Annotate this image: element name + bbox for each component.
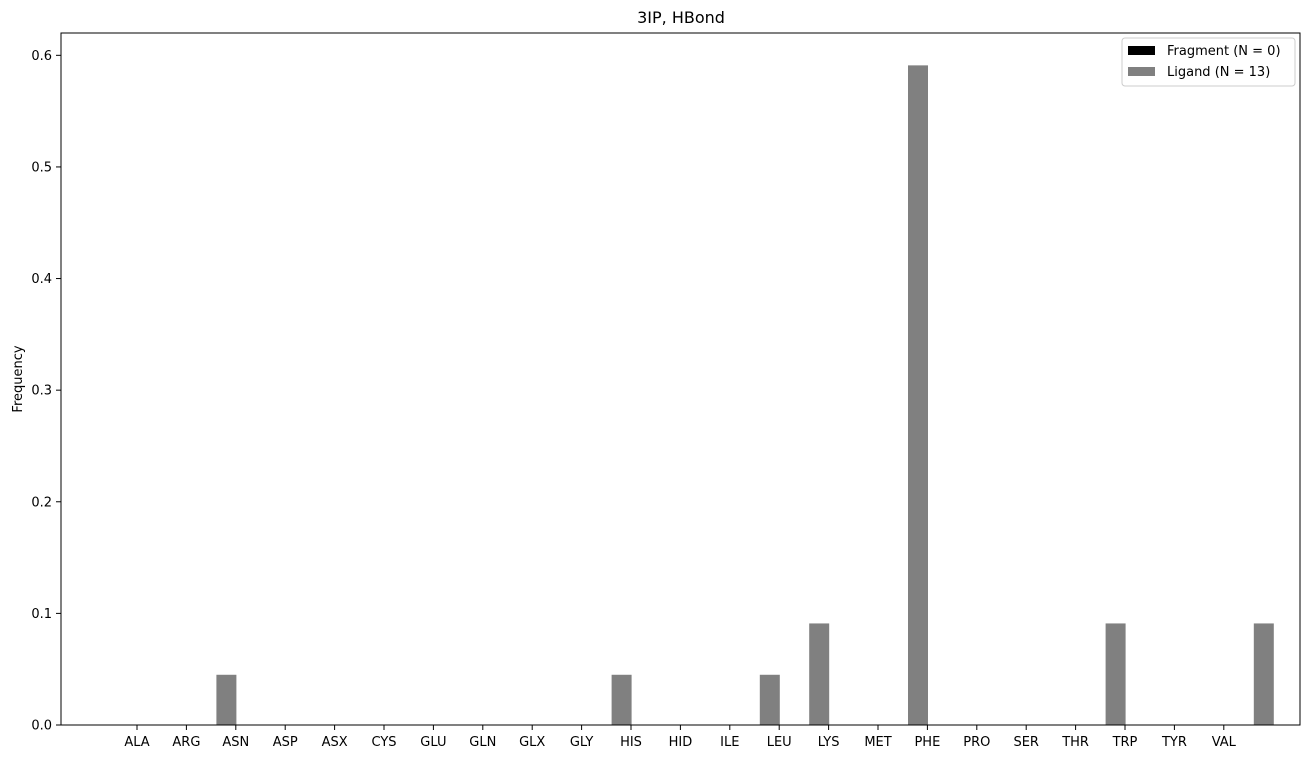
y-tick-label: 0.1 [31, 607, 52, 622]
x-tick-label: HIS [620, 735, 642, 750]
chart-title: 3IP, HBond [637, 8, 725, 27]
y-axis-label: Frequency [11, 345, 26, 412]
legend: Fragment (N = 0) Ligand (N = 13) [1121, 37, 1296, 87]
x-tick-label: SER [1013, 735, 1039, 750]
y-tick-label: 0.5 [31, 160, 52, 175]
x-tick-label: GLU [420, 735, 446, 750]
bar-ligand-thr [1105, 623, 1126, 725]
legend-label-fragment: Fragment (N = 0) [1167, 44, 1281, 59]
x-tick-label: HID [669, 735, 693, 750]
x-tick-label: CYS [371, 735, 396, 750]
bar-ligand-met [908, 65, 928, 726]
bar-ligand-gly [611, 674, 632, 725]
x-tick-label: ALA [124, 735, 149, 750]
legend-swatch-fragment [1128, 46, 1155, 55]
x-tick-label: GLY [570, 735, 594, 750]
bars-group [216, 65, 1274, 726]
x-tick-label: PRO [963, 735, 990, 750]
y-tick-label: 0.6 [31, 49, 52, 64]
legend-swatch-ligand [1128, 67, 1155, 76]
x-tick-label: MET [864, 735, 891, 750]
x-tick-label: LYS [818, 735, 840, 750]
legend-label-ligand: Ligand (N = 13) [1167, 65, 1270, 80]
ticks-group: ALA ARG ASN ASP ASX CYS GLU GLN GLX GLY HIS HID ILE L… [31, 49, 1236, 750]
bar-ligand-leu [809, 623, 830, 725]
bar-ligand-val [1253, 623, 1274, 725]
plot-frame [60, 32, 1301, 726]
x-tick-label: GLN [469, 735, 496, 750]
x-tick-label: VAL [1212, 735, 1237, 750]
y-tick-label: 0.2 [31, 495, 52, 510]
x-tick-label: ASP [273, 735, 298, 750]
bar-ligand-ile [759, 674, 780, 725]
x-tick-label: ARG [172, 735, 200, 750]
x-tick-label: THR [1061, 735, 1089, 750]
x-tick-label: TYR [1161, 735, 1187, 750]
bar-ligand-arg [216, 674, 237, 725]
x-tick-label: TRP [1112, 735, 1138, 750]
y-tick-label: 0.3 [31, 384, 52, 399]
x-tick-label: ASN [222, 735, 249, 750]
x-tick-label: LEU [767, 735, 792, 750]
legend-frame [1121, 37, 1296, 87]
x-tick-label: GLX [519, 735, 545, 750]
y-tick-label: 0.4 [31, 272, 52, 287]
x-tick-label: PHE [914, 735, 940, 750]
y-tick-label: 0.0 [31, 719, 52, 734]
x-tick-label: ASX [322, 735, 348, 750]
x-tick-label: ILE [720, 735, 739, 750]
